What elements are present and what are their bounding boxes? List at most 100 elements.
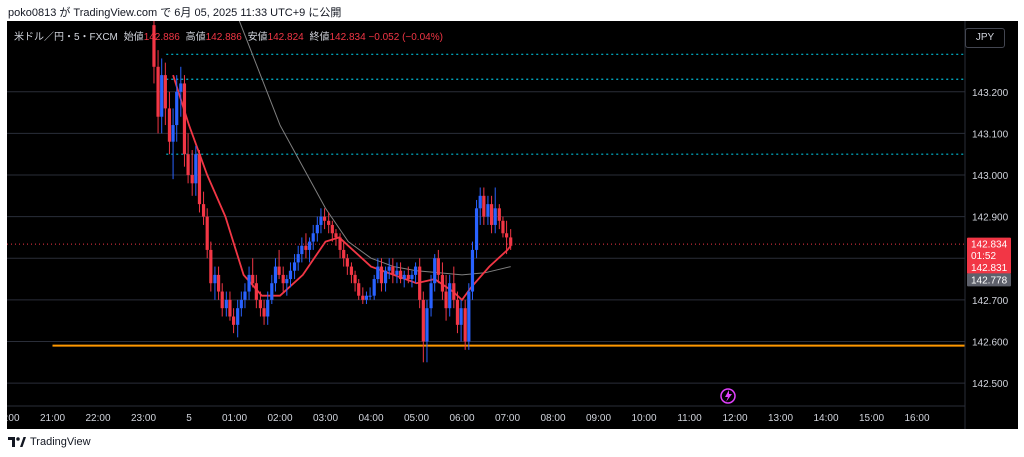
candle	[216, 266, 221, 300]
time-tick-label: 15:00	[859, 413, 884, 424]
candle-body	[497, 208, 501, 221]
legend-symbol: 米ドル／円・5・FXCM	[14, 32, 118, 43]
candle-body	[444, 291, 448, 309]
candle	[364, 291, 369, 305]
candle	[501, 216, 505, 238]
time-tick-label: 21:00	[40, 413, 65, 424]
candle	[418, 258, 422, 309]
candle	[338, 233, 342, 259]
price-chart[interactable]: 143.200143.100143.000142.900142.800142.7…	[7, 21, 1018, 429]
time-axis: 20:00 21:00 22:00 23:00 5 01:00 02:00 03:00 04:0…	[7, 413, 930, 424]
candle	[171, 108, 175, 180]
footer-brand: TradingView	[30, 436, 91, 448]
candle-body	[201, 204, 206, 217]
candle	[345, 254, 349, 275]
time-tick-label: 04:00	[358, 413, 383, 424]
candle-body	[163, 75, 167, 109]
candle	[448, 274, 452, 317]
price-tag-label: 142.831	[971, 263, 1008, 274]
candle-body	[296, 254, 300, 263]
candle-body	[342, 249, 346, 259]
time-tick-label: 16:00	[904, 413, 929, 424]
time-tick-label: 14:00	[813, 413, 838, 424]
candle-body	[509, 237, 513, 246]
price-tick-label: 142.500	[972, 379, 1009, 390]
candle-body	[167, 108, 172, 142]
candle	[489, 195, 494, 234]
candle-body	[216, 274, 221, 292]
time-tick-label: 22:00	[85, 413, 110, 424]
legend-close-label: 終値	[309, 32, 330, 43]
candle	[463, 299, 467, 350]
candle-body	[463, 308, 467, 342]
candle-body	[440, 274, 445, 292]
candle-body	[470, 249, 475, 292]
candle	[247, 266, 251, 300]
time-tick-label: 5	[186, 413, 192, 424]
candle	[270, 274, 274, 305]
candle	[205, 208, 209, 259]
time-tick-label: 07:00	[495, 413, 520, 424]
candle-body	[254, 283, 258, 300]
currency-button[interactable]: JPY	[965, 28, 1005, 48]
price-tag-label: 142.778	[971, 275, 1008, 286]
candle	[197, 150, 202, 213]
candle-body	[395, 270, 399, 275]
lightning-icon[interactable]	[720, 388, 736, 404]
candle-body	[383, 270, 388, 284]
grid-lines	[7, 91, 965, 384]
candle-body	[489, 204, 494, 225]
candle	[391, 258, 395, 284]
slow-moving-average-line	[238, 21, 511, 276]
candle-body	[433, 258, 437, 284]
candle-body	[315, 224, 319, 234]
candle-body	[425, 308, 429, 342]
chart-panel[interactable]: 143.200143.100143.000142.900142.800142.7…	[7, 21, 1018, 429]
candle	[342, 241, 346, 267]
candle-body	[482, 195, 486, 217]
candle	[421, 291, 425, 363]
candle-body	[224, 299, 228, 309]
candle	[383, 266, 388, 292]
candle	[413, 262, 418, 284]
candle-body	[322, 216, 327, 221]
price-tick-label: 142.700	[972, 296, 1009, 307]
time-tick-label: 20:00	[7, 413, 20, 424]
candle-body	[236, 308, 240, 325]
candle	[236, 299, 240, 338]
candle	[300, 237, 304, 263]
candle-body	[327, 220, 331, 225]
candle-body	[258, 299, 263, 309]
candle-body	[251, 274, 255, 284]
candle	[163, 62, 167, 126]
candle	[349, 262, 354, 284]
candle	[379, 258, 384, 292]
candle	[201, 191, 206, 225]
publication-attribution: poko0813 が TradingView.com で 6月 05, 2025…	[8, 7, 342, 19]
price-tick-label: 142.600	[972, 337, 1009, 348]
legend-low-value: 142.824	[267, 32, 304, 43]
candle	[292, 254, 297, 280]
candle	[433, 254, 437, 292]
time-tick-label: 09:00	[586, 413, 611, 424]
candle-body	[220, 291, 224, 309]
candle-body	[179, 83, 183, 92]
candle-body	[319, 216, 323, 225]
candle	[190, 150, 194, 196]
candle	[262, 299, 266, 325]
candle	[311, 224, 315, 250]
candle-body	[247, 274, 251, 292]
candle-body	[398, 270, 403, 280]
time-tick-label: 10:00	[631, 413, 656, 424]
candle	[459, 299, 463, 342]
price-tag-label: 142.834	[971, 240, 1008, 251]
candle	[319, 208, 323, 234]
time-tick-label: 08:00	[540, 413, 565, 424]
candle-body	[493, 208, 497, 225]
candle-body	[391, 266, 395, 275]
candle	[509, 229, 513, 250]
candle-body	[402, 274, 406, 280]
time-tick-label: 03:00	[313, 413, 338, 424]
candle-body	[175, 91, 179, 126]
